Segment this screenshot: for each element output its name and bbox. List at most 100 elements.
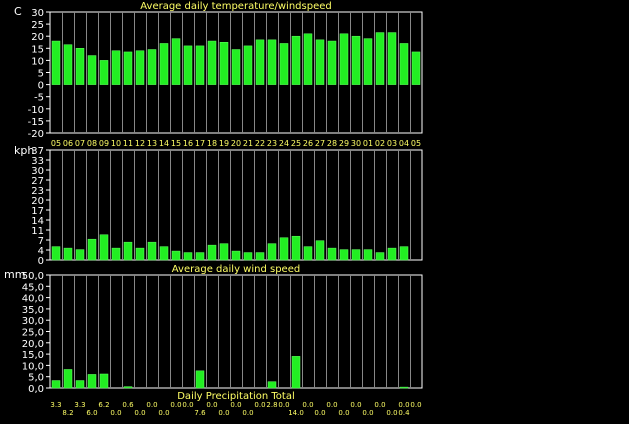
bar [75,380,85,389]
precip-value-label: 3.3 [74,401,85,409]
date-label: 01 [363,139,373,148]
y-tick-label: 23 [31,186,44,197]
bar [303,33,313,85]
date-label: 23 [267,139,277,148]
unit-label: C [14,5,22,18]
bar [267,381,277,389]
y-tick-label: 10 [31,56,44,67]
bar [111,247,121,261]
y-tick-label: -20 [28,129,44,140]
bar [291,35,301,85]
y-tick-label: 14 [31,216,44,227]
bar [63,44,73,85]
date-label: 30 [351,139,361,148]
y-tick-label: -5 [34,93,44,104]
bar [351,35,361,85]
y-tick-label: 50,0 [22,271,44,282]
date-label: 09 [99,139,109,148]
date-label: 02 [375,139,385,148]
bar [231,250,241,261]
bar [207,40,217,85]
precipitation-chart-caption: Daily Precipitation Total [177,391,295,402]
bar [51,40,61,85]
precip-value-label: 14.0 [288,409,304,417]
precip-value-label: 0.0 [158,409,169,417]
bar [87,238,97,261]
precip-value-label: 0.0 [374,401,385,409]
y-tick-label: 0 [38,256,44,267]
bar [255,39,265,85]
y-tick-label: 30 [31,8,44,19]
bar [315,39,325,85]
date-label: 12 [135,139,145,148]
y-tick-label: 25 [31,20,44,31]
bar [219,42,229,85]
date-label: 05 [51,139,61,148]
y-tick-label: 45,0 [22,282,44,293]
y-tick-label: 35,0 [22,305,44,316]
y-tick-label: 30,0 [22,316,44,327]
date-label: 26 [303,139,313,148]
bar [279,43,289,85]
precip-value-label: 0.0 [110,409,121,417]
bar [375,32,385,85]
temperature-chart-title: Average daily temperature/windspeed [140,1,331,12]
y-tick-label: 20 [31,32,44,43]
bar [195,45,205,85]
y-tick-label: 10,0 [22,361,44,372]
precip-value-label: 7.6 [194,409,206,417]
bar [135,247,145,261]
precip-value-label: 0.0 [314,409,325,417]
precip-value-label: 0.0 [338,409,349,417]
precip-value-label: 0.0 [146,401,157,409]
plot-frame [49,274,423,389]
date-label: 17 [195,139,205,148]
bar [411,51,421,85]
unit-label: kph [14,144,34,157]
precip-value-label: 0.0 [170,401,181,409]
precip-value-label: 3.3 [50,401,61,409]
bar [171,250,181,261]
bar [51,380,61,389]
bar [387,247,397,261]
y-tick-label: -10 [28,105,44,116]
bar [63,247,73,261]
bar [375,252,385,261]
date-label: 29 [339,139,349,148]
bar [183,252,193,261]
y-tick-label: -15 [28,117,44,128]
precip-value-label: 0.0 [326,401,337,409]
bar [399,386,409,389]
bar [267,243,277,261]
date-label: 03 [387,139,397,148]
date-label: 10 [111,139,121,148]
bar [87,55,97,85]
date-label: 05 [411,139,421,148]
y-tick-label: 20 [31,196,44,207]
bar [303,246,313,261]
precip-value-label: 0.0 [398,401,409,409]
bar [291,235,301,261]
bar [183,45,193,85]
bar [291,356,301,389]
bar [75,48,85,85]
bar [399,246,409,261]
bar [231,49,241,85]
bar [99,373,109,389]
precip-value-label: 0.0 [182,401,193,409]
precip-value-label: 0.0 [254,401,265,409]
date-label: 11 [123,139,133,148]
bar [339,33,349,85]
date-label: 20 [231,139,241,148]
bar [195,370,205,389]
bar [207,244,217,261]
date-label: 06 [63,139,73,148]
bar [363,38,373,85]
bar [243,252,253,261]
bar [255,252,265,261]
date-label: 19 [219,139,229,148]
date-label: 16 [183,139,193,148]
